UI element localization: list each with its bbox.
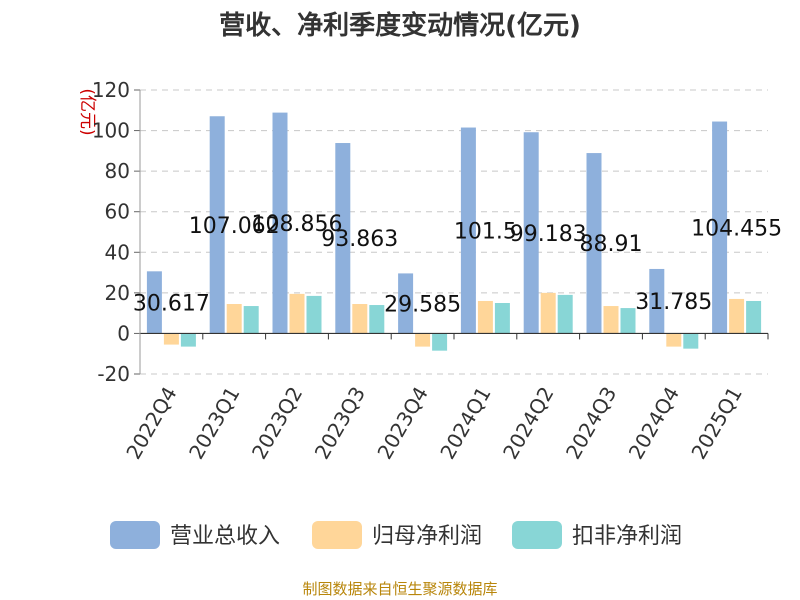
x-tick-label: 2023Q3: [310, 383, 370, 464]
legend-label: 扣非净利润: [572, 524, 682, 549]
bar: [272, 112, 288, 334]
bar: [226, 304, 242, 334]
x-tick-label: 2024Q2: [498, 383, 558, 464]
y-tick-label: 0: [117, 321, 130, 345]
y-tick-label: 60: [105, 200, 130, 224]
bar: [415, 333, 431, 347]
bar: [586, 153, 602, 334]
data-label: 30.617: [133, 291, 210, 316]
x-tick-label: 2023Q1: [184, 383, 244, 464]
y-tick-label: 80: [105, 159, 130, 183]
bar: [243, 306, 259, 334]
bar: [209, 116, 225, 334]
bar: [729, 298, 745, 334]
bar: [523, 132, 539, 334]
x-tick-label: 2025Q1: [686, 383, 746, 464]
bar: [603, 306, 619, 334]
x-axis-tick-labels: 2022Q4 2023Q1 2023Q2 2023Q3 2023Q4 2024Q1 2024…: [121, 383, 747, 464]
source-note: 制图数据来自恒生聚源数据库: [302, 580, 497, 598]
bar: [477, 300, 493, 334]
data-label: 108.856: [252, 212, 343, 237]
gridlines: [140, 89, 768, 375]
bar: [432, 333, 448, 351]
x-axis: [139, 90, 769, 374]
bar: [712, 121, 728, 334]
legend-label: 营业总收入: [170, 524, 280, 549]
data-label: 104.455: [691, 216, 782, 241]
x-tick-label: 2022Q4: [121, 383, 181, 464]
bar: [666, 333, 682, 347]
bar: [683, 333, 699, 349]
x-tick-label: 2024Q1: [435, 383, 495, 464]
bar: [398, 273, 414, 334]
data-label: 101.5: [454, 219, 517, 244]
x-tick-label: 2024Q3: [561, 383, 621, 464]
bar: [180, 333, 196, 347]
data-label: 29.585: [384, 292, 461, 317]
x-tick-label: 2023Q2: [247, 383, 307, 464]
bar: [649, 268, 665, 334]
bar: [540, 292, 556, 334]
data-label: 107.062: [189, 214, 280, 239]
bar: [335, 143, 351, 334]
legend-label: 归母净利润: [372, 524, 482, 549]
y-tick-label: 40: [105, 240, 130, 264]
data-label: 99.183: [510, 222, 587, 247]
bar: [494, 303, 510, 334]
legend-swatch: [512, 521, 562, 549]
x-tick-label: 2024Q4: [624, 383, 684, 464]
bar: [746, 300, 762, 334]
bar: [369, 305, 385, 334]
bar: [146, 271, 162, 334]
bar: [352, 304, 368, 334]
y-axis-unit-label: (亿元): [77, 88, 97, 135]
bars: [146, 112, 762, 351]
data-label: 31.785: [635, 290, 712, 315]
legend: 营业总收入 归母净利润 扣非净利润: [110, 521, 682, 549]
bar: [306, 295, 322, 334]
y-tick-label: 100: [92, 119, 130, 143]
bar: [557, 294, 573, 334]
y-tick-label: -20: [97, 362, 130, 386]
data-label: 93.863: [321, 227, 398, 252]
y-tick-label: 120: [92, 78, 130, 102]
legend-swatch: [312, 521, 362, 549]
bar: [620, 308, 636, 334]
chart-title: 营收、净利季度变动情况(亿元): [219, 10, 581, 41]
y-axis-ticks: -20 0 20 40 60 80 100 120: [92, 78, 140, 386]
bar: [289, 293, 305, 334]
y-tick-label: 20: [105, 281, 130, 305]
bar: [163, 333, 179, 345]
x-tick-label: 2023Q4: [372, 383, 432, 464]
bar: [460, 127, 476, 334]
legend-swatch: [110, 521, 160, 549]
data-label: 88.91: [580, 232, 643, 257]
